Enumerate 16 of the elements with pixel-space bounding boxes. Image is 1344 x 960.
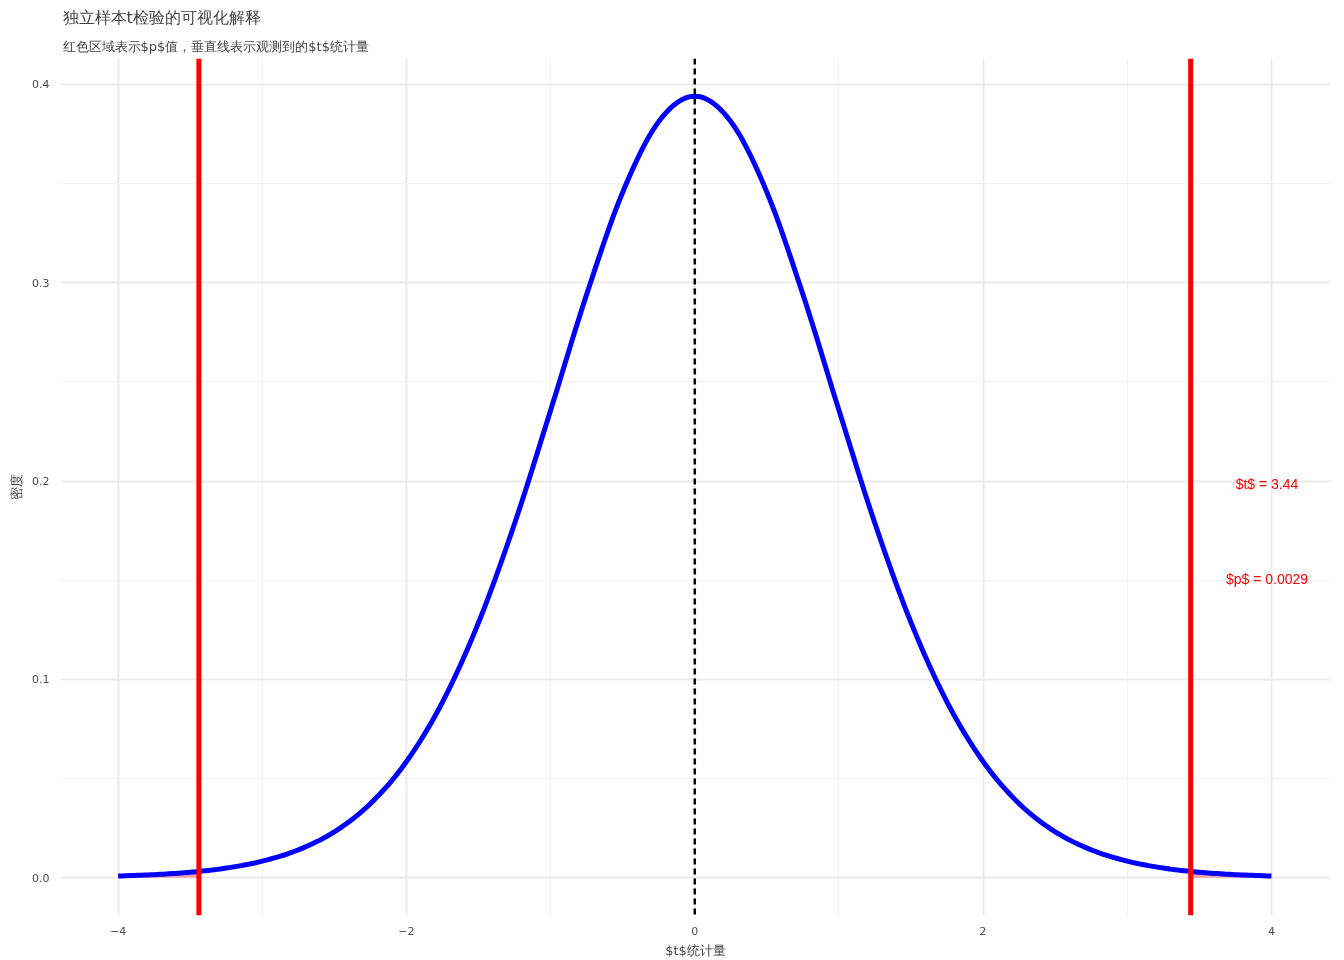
x-axis-title: $t$统计量 [665,942,726,958]
x-tick-label: 0 [691,924,699,938]
y-axis-title: 密度 [9,474,25,500]
x-tick-label: 4 [1267,924,1275,938]
annotation: $p$ = 0.0029 [1225,570,1309,587]
annotation: $t$ = 3.44 [1235,475,1299,492]
x-tick-label: 2 [979,924,987,938]
chart-subtitle: 红色区域表示$p$值，垂直线表示观测到的$t$统计量 [62,38,369,54]
x-tick-label: −4 [110,924,127,938]
y-tick-label: 0.4 [32,78,50,92]
y-tick-label: 0.3 [32,276,50,290]
y-tick-label: 0.1 [32,673,50,687]
chart-title: 独立样本t检验的可视化解释 [62,7,261,27]
x-tick-label: −2 [398,924,415,938]
y-tick-label: 0.0 [32,871,50,885]
y-tick-label: 0.2 [32,475,50,489]
